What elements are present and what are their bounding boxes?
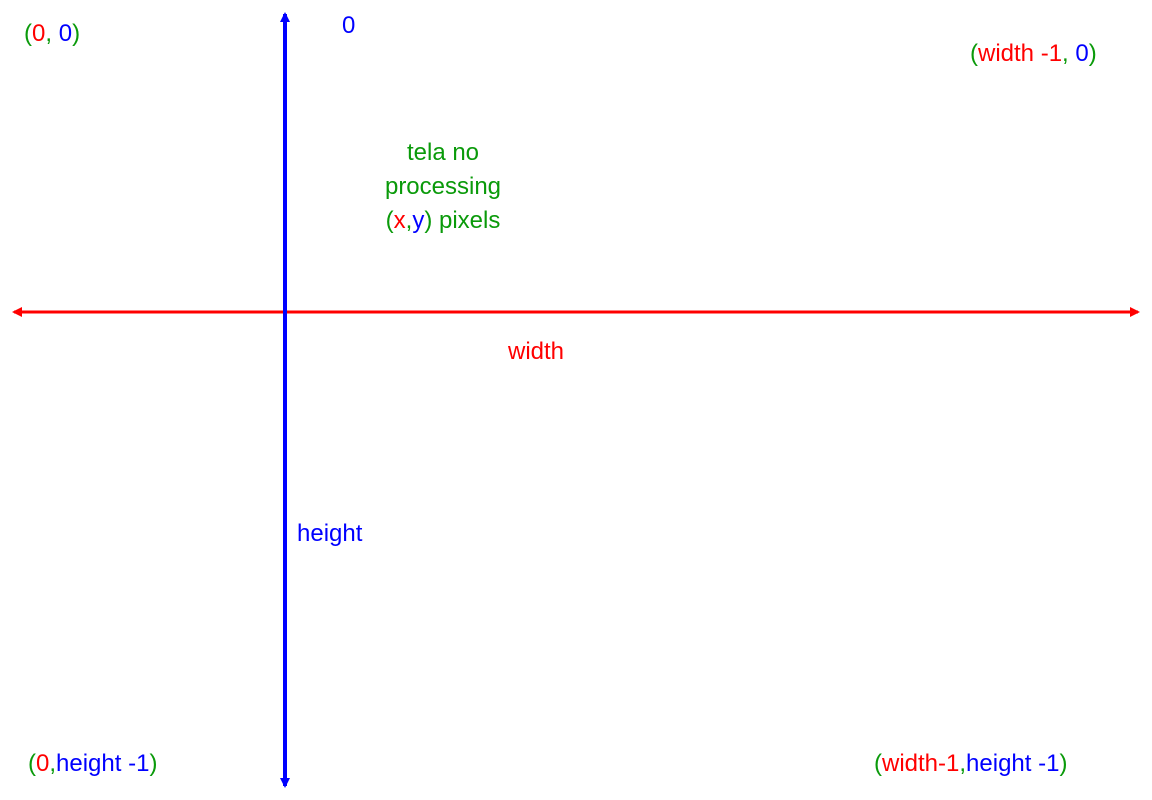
caption-pixels: ) pixels	[424, 207, 501, 234]
caption-y: y	[412, 207, 425, 234]
coord-y: height -1	[966, 750, 1060, 777]
coord-x: width -1	[978, 40, 1063, 67]
paren-open: (	[874, 750, 882, 777]
coord-y: 0	[58, 20, 73, 47]
coord-y: 0	[1075, 40, 1089, 67]
label-top-left: (0, 0)	[24, 22, 80, 46]
paren-open: (	[385, 207, 394, 234]
paren-open: (	[24, 20, 32, 47]
coord-sep: ,	[1062, 40, 1076, 67]
caption-sep: ,	[405, 207, 413, 234]
label-bottom-left: (0,height -1)	[28, 752, 157, 776]
paren-open: (	[970, 40, 978, 67]
coord-sep: ,	[49, 750, 57, 777]
x-axis-label: width	[508, 338, 565, 365]
coord-x: 0	[36, 750, 50, 777]
paren-open: (	[28, 750, 36, 777]
caption-line-3: (x,y) pixels	[333, 204, 553, 238]
caption-line-1: tela no	[406, 139, 480, 166]
caption-x: x	[393, 207, 406, 234]
y-axis-origin-label: 0	[342, 12, 356, 39]
coord-x: width-1	[882, 750, 960, 777]
paren-close: )	[72, 20, 81, 47]
coord-y: height -1	[56, 750, 150, 777]
y-axis-label: height	[297, 520, 363, 547]
coord-sep: ,	[959, 750, 967, 777]
coord-x: 0	[32, 20, 46, 47]
paren-close: )	[149, 750, 158, 777]
label-top-right: (width -1, 0)	[970, 42, 1097, 66]
caption-line-2: processing	[384, 173, 502, 200]
canvas-caption: tela no processing (x,y) pixels	[333, 136, 553, 238]
paren-close: )	[1059, 750, 1068, 777]
coord-sep: ,	[45, 20, 59, 47]
label-bottom-right: (width-1,height -1)	[874, 752, 1067, 776]
paren-close: )	[1088, 40, 1097, 67]
